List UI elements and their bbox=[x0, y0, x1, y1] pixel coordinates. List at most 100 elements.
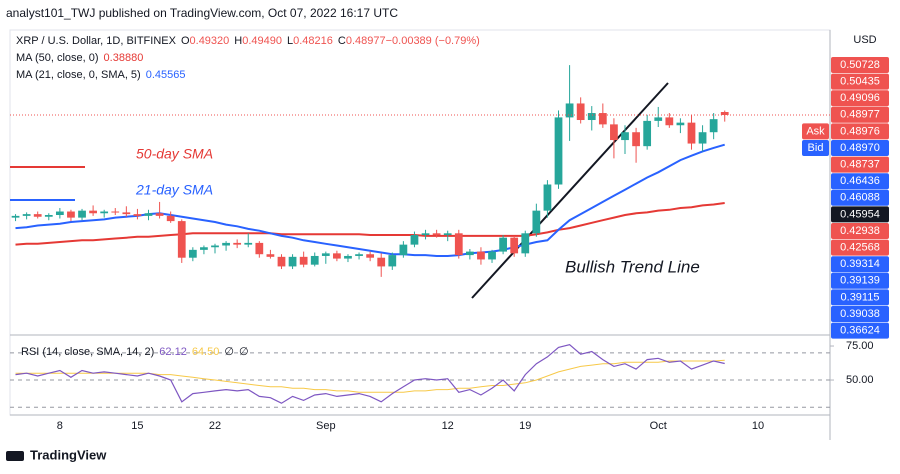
x-tick-label: 8 bbox=[57, 420, 63, 432]
rsi-legend-item: ∅ bbox=[239, 346, 249, 358]
brand: TradingView bbox=[30, 447, 107, 462]
candle-body bbox=[67, 211, 75, 218]
logo-mark bbox=[6, 451, 24, 461]
candle-body bbox=[499, 237, 507, 252]
price-tag-bg bbox=[802, 123, 829, 140]
price-label: 0.45954 bbox=[840, 208, 880, 220]
legend-value: −0.00389 (−0.79%) bbox=[386, 35, 480, 47]
price-label: 0.49096 bbox=[840, 92, 880, 104]
ma-legend-value: 0.38880 bbox=[104, 52, 144, 64]
legend-key: L bbox=[287, 35, 293, 47]
candle-body bbox=[188, 249, 197, 258]
price-label: 0.50435 bbox=[840, 76, 880, 88]
candle-body bbox=[576, 103, 585, 121]
candle-body bbox=[543, 184, 552, 211]
x-tick-label: 15 bbox=[131, 420, 143, 432]
price-label-bg bbox=[831, 322, 889, 339]
candle-body bbox=[598, 113, 607, 125]
candle-body bbox=[421, 233, 430, 236]
candle-body bbox=[687, 122, 696, 144]
price-label-bg bbox=[831, 289, 889, 306]
x-tick-label: 12 bbox=[442, 420, 454, 432]
candle-body bbox=[200, 247, 208, 250]
legend-key: C bbox=[338, 35, 346, 47]
legend-key: H bbox=[234, 35, 242, 47]
price-label: 0.39038 bbox=[840, 308, 880, 320]
candle-body bbox=[432, 233, 441, 236]
price-label: 0.39314 bbox=[840, 258, 880, 270]
currency: USD bbox=[853, 34, 876, 46]
candle-body bbox=[133, 214, 142, 216]
candle-body bbox=[477, 251, 485, 260]
price-tag-bg bbox=[802, 140, 829, 156]
ma-line bbox=[15, 143, 725, 257]
rsi-legend-item: ∅ bbox=[224, 346, 234, 358]
price-label: 0.46088 bbox=[840, 192, 880, 204]
candle-body bbox=[676, 122, 685, 126]
candle-body bbox=[310, 255, 319, 265]
annotation: Bullish Trend Line bbox=[565, 257, 700, 276]
price-label-bg bbox=[831, 206, 889, 223]
candle-body bbox=[111, 211, 120, 213]
candle-body bbox=[255, 242, 264, 255]
candle-body bbox=[89, 210, 97, 214]
candle-body bbox=[510, 237, 519, 254]
ma-legend-name: MA (21, close, 0, SMA, 5) bbox=[16, 69, 141, 81]
candle-body bbox=[22, 214, 31, 216]
price-label-bg bbox=[831, 140, 889, 156]
price-label-bg bbox=[831, 272, 889, 289]
rsi-legend: RSI (14, close, SMA, 14, 2) 62.12 64.50 ∅ ∅ bbox=[21, 346, 249, 358]
price-label-bg bbox=[831, 256, 889, 273]
legend-symbol: XRP / U.S. Dollar, 1D, BITFINEX bbox=[16, 35, 177, 47]
candle-body bbox=[211, 245, 219, 248]
candle-body bbox=[288, 256, 297, 267]
candle-body bbox=[333, 253, 341, 259]
candle-body bbox=[665, 117, 674, 126]
candle-body bbox=[344, 255, 352, 259]
candle-body bbox=[44, 215, 53, 217]
price-label-bg bbox=[831, 73, 889, 90]
price-label: 0.48976 bbox=[840, 125, 880, 137]
x-tick-label: Sep bbox=[316, 420, 336, 432]
candle-body bbox=[233, 242, 242, 245]
ma-legend-value: 0.45565 bbox=[146, 69, 186, 81]
price-label-bg bbox=[831, 123, 889, 140]
candle-body bbox=[709, 119, 718, 133]
price-label: 0.39139 bbox=[840, 275, 880, 287]
publisher: analyst101_TWJ published on TradingView.… bbox=[6, 6, 398, 20]
ma-line bbox=[15, 202, 725, 246]
candle-body bbox=[377, 257, 386, 267]
candle-body bbox=[321, 253, 330, 256]
candle-body bbox=[166, 215, 175, 222]
rsi-tick-label: 75.00 bbox=[846, 340, 874, 352]
candle-body bbox=[521, 233, 530, 254]
candle-body bbox=[454, 233, 463, 256]
candle-body bbox=[654, 117, 663, 121]
candle-body bbox=[443, 233, 452, 236]
price-label-bg bbox=[831, 189, 889, 206]
x-tick-label: 19 bbox=[519, 420, 531, 432]
rsi-legend-item: RSI (14, close, SMA, 14, 2) bbox=[21, 346, 154, 358]
candle-body bbox=[565, 103, 574, 118]
candle-body bbox=[155, 213, 164, 216]
candle-body bbox=[465, 251, 474, 256]
candle-body bbox=[388, 255, 397, 267]
candle-body bbox=[78, 210, 86, 218]
price-label-bg bbox=[831, 306, 889, 322]
legend-value: 0.48977 bbox=[346, 35, 386, 47]
candle-body bbox=[299, 256, 308, 265]
candle-body bbox=[100, 211, 109, 214]
candle-body bbox=[277, 256, 286, 267]
price-tag: Ask bbox=[806, 125, 825, 137]
candle-body bbox=[643, 120, 652, 147]
legend-value: 0.49320 bbox=[190, 35, 230, 47]
price-label-bg bbox=[831, 57, 889, 73]
legend: XRP / U.S. Dollar, 1D, BITFINEX O0.49320 H… bbox=[16, 35, 480, 47]
rsi-line bbox=[15, 344, 725, 404]
price-label-bg bbox=[831, 106, 889, 123]
price-label-bg bbox=[831, 90, 889, 107]
price-tag: Bid bbox=[808, 142, 824, 154]
rsi-tick-label: 50.00 bbox=[846, 374, 874, 386]
candle-body bbox=[355, 254, 363, 256]
